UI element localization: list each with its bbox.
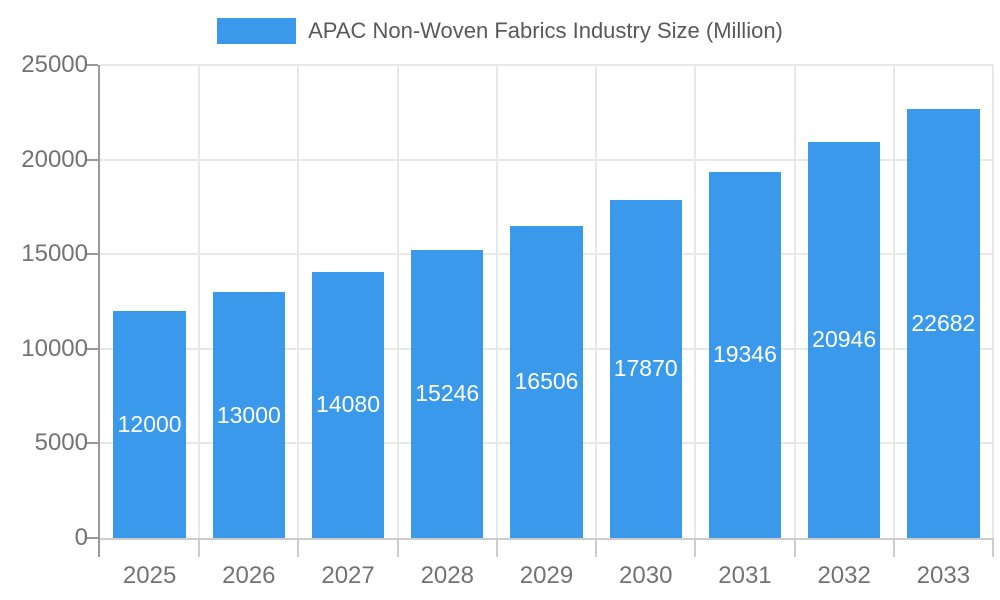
x-tick-label: 2033 — [916, 562, 971, 589]
y-axis-tick — [86, 158, 98, 161]
x-axis-tick — [198, 538, 201, 557]
y-tick-label: 20000 — [21, 145, 88, 173]
x-axis-tick — [595, 538, 598, 557]
gridline-vertical — [495, 65, 498, 538]
gridline-vertical — [992, 65, 994, 538]
bar-value-label: 14080 — [316, 391, 381, 418]
legend-swatch — [217, 18, 297, 44]
gridline-vertical — [595, 65, 598, 538]
x-tick-label: 2028 — [420, 562, 474, 589]
gridline-vertical — [793, 65, 796, 538]
y-tick-label: 10000 — [21, 334, 88, 362]
bar-2030[interactable]: 17870 — [609, 199, 682, 538]
legend-item[interactable]: APAC Non-Woven Fabrics Industry Size (Mi… — [217, 17, 783, 45]
bar-2029[interactable]: 16506 — [510, 225, 583, 538]
bar-value-label: 20946 — [812, 326, 877, 353]
bar-value-label: 22682 — [911, 309, 976, 336]
x-axis-tick — [892, 538, 895, 557]
x-tick-label: 2029 — [519, 562, 574, 589]
y-axis-tick — [86, 537, 98, 539]
gridline-vertical — [396, 65, 399, 538]
bar-value-label: 15246 — [415, 380, 480, 407]
y-axis-tick — [86, 253, 98, 256]
gridline-vertical — [297, 65, 300, 538]
x-tick-label: 2026 — [222, 562, 276, 589]
bar-2032[interactable]: 20946 — [807, 141, 881, 538]
bar-2025[interactable]: 12000 — [113, 310, 186, 538]
x-axis-tick — [495, 538, 498, 557]
x-tick-label: 2025 — [122, 562, 177, 589]
plot-area: 0 5000 10000 15000 20000 25000 12000 2025 13000 2… — [21, 51, 994, 589]
bar-value-label: 12000 — [117, 410, 182, 437]
y-axis-tick — [86, 347, 98, 350]
x-tick-label: 2027 — [321, 562, 375, 589]
legend-label: APAC Non-Woven Fabrics Industry Size (Mi… — [308, 18, 783, 43]
y-axis-tick — [86, 64, 98, 66]
x-axis-tick — [793, 538, 796, 557]
bar-value-label: 19346 — [712, 341, 777, 368]
x-tick-label: 2032 — [817, 562, 871, 589]
x-tick-label: 2030 — [619, 562, 673, 589]
bar-2033[interactable]: 22682 — [907, 108, 980, 538]
gridline-horizontal — [100, 158, 993, 161]
bar-2031[interactable]: 19346 — [708, 171, 782, 538]
legend: APAC Non-Woven Fabrics Industry Size (Mi… — [0, 17, 1000, 45]
x-axis-line — [100, 538, 993, 540]
gridline-vertical — [694, 65, 697, 538]
y-tick-label: 0 — [74, 524, 88, 551]
x-axis-tick — [396, 538, 399, 557]
bar-2028[interactable]: 15246 — [411, 249, 484, 538]
y-tick-label: 25000 — [21, 51, 88, 78]
x-axis-tick — [694, 538, 697, 557]
y-tick-label: 15000 — [21, 240, 88, 268]
gridline-vertical — [892, 65, 895, 538]
y-axis-line — [98, 65, 100, 557]
gridline-vertical — [198, 65, 201, 538]
y-tick-label: 5000 — [34, 429, 88, 457]
gridline-horizontal — [100, 64, 993, 66]
bar-2026[interactable]: 13000 — [212, 292, 286, 538]
x-axis-tick — [992, 538, 994, 557]
bar-2027[interactable]: 14080 — [311, 271, 385, 538]
x-tick-label: 2031 — [718, 562, 772, 589]
y-axis-tick — [86, 442, 98, 445]
bar-value-label: 17870 — [613, 355, 678, 382]
bar-value-label: 13000 — [216, 401, 281, 428]
bar-value-label: 16506 — [514, 368, 579, 395]
x-axis-tick — [297, 538, 300, 557]
